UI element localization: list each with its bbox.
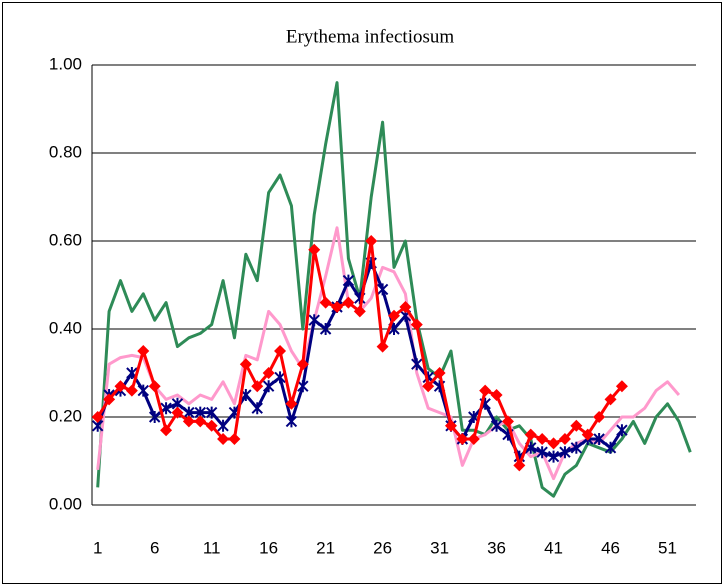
point-marker — [217, 419, 229, 432]
point-marker — [217, 433, 230, 445]
x-tick-label: 41 — [544, 538, 563, 557]
y-tick-label: 0.40 — [49, 318, 82, 337]
point-marker — [103, 393, 116, 406]
point-marker — [205, 406, 218, 419]
point-marker — [285, 397, 298, 410]
point-marker — [171, 406, 184, 419]
point-marker — [285, 415, 298, 428]
x-tick-label: 46 — [601, 538, 620, 557]
point-marker — [581, 428, 594, 441]
point-marker — [365, 235, 378, 247]
point-marker — [536, 446, 548, 459]
point-marker — [433, 367, 446, 379]
point-marker — [331, 301, 344, 313]
point-marker — [308, 314, 320, 327]
point-marker — [490, 419, 503, 432]
point-marker — [536, 433, 549, 445]
x-tick-label: 36 — [487, 538, 506, 557]
y-tick-label: 0.60 — [49, 230, 82, 249]
point-marker — [137, 384, 149, 397]
point-marker — [524, 428, 537, 441]
point-marker — [547, 437, 560, 450]
point-marker — [125, 384, 138, 397]
point-marker — [239, 358, 252, 371]
point-marker — [604, 441, 617, 454]
point-marker — [205, 419, 218, 432]
point-marker — [376, 283, 389, 296]
x-tick-label: 31 — [430, 538, 449, 557]
point-marker — [262, 367, 275, 379]
point-marker — [444, 419, 457, 432]
point-marker — [296, 358, 309, 371]
point-marker — [274, 371, 286, 384]
x-tick-label: 21 — [316, 538, 335, 557]
point-marker — [467, 433, 480, 445]
point-marker — [547, 450, 560, 463]
x-tick-label: 26 — [373, 538, 392, 557]
y-tick-label: 0.80 — [49, 142, 82, 161]
x-tick-label: 51 — [658, 538, 677, 557]
point-marker — [593, 411, 606, 423]
point-marker — [194, 415, 207, 428]
point-marker — [297, 380, 309, 393]
point-marker — [251, 402, 263, 415]
point-marker — [148, 411, 161, 423]
point-marker — [137, 345, 150, 357]
point-marker — [319, 296, 332, 309]
point-marker — [160, 424, 173, 437]
point-marker — [251, 380, 264, 393]
x-tick-label: 1 — [93, 538, 102, 557]
point-marker — [604, 393, 617, 406]
point-marker — [558, 433, 571, 445]
point-marker — [182, 415, 195, 428]
point-marker — [148, 380, 161, 393]
series-line — [96, 81, 692, 498]
point-marker — [91, 411, 104, 423]
point-marker — [513, 459, 526, 472]
point-marker — [114, 380, 127, 393]
point-marker — [422, 380, 435, 393]
point-marker — [399, 301, 412, 313]
point-marker — [376, 340, 389, 353]
point-marker — [353, 305, 366, 318]
point-marker — [274, 345, 287, 357]
point-marker — [411, 358, 423, 371]
point-marker — [559, 446, 571, 459]
point-marker — [262, 380, 275, 393]
point-marker — [342, 296, 355, 309]
point-marker — [570, 419, 583, 432]
x-tick-label: 11 — [203, 538, 221, 557]
point-marker — [388, 309, 400, 322]
y-tick-label: 1.00 — [49, 54, 82, 73]
y-tick-label: 0.00 — [49, 494, 82, 513]
point-marker — [479, 384, 492, 397]
point-marker — [593, 433, 605, 445]
point-marker — [616, 424, 628, 437]
y-tick-label: 0.20 — [49, 406, 82, 425]
point-marker — [342, 274, 355, 287]
point-marker — [410, 318, 423, 331]
x-tick-label: 16 — [259, 538, 278, 557]
series-line — [96, 226, 681, 481]
point-marker — [319, 323, 332, 335]
chart-title: Erythema infectiosum — [286, 26, 455, 47]
point-marker — [456, 433, 469, 445]
point-marker — [615, 380, 628, 393]
x-tick-label: 6 — [150, 538, 159, 557]
point-marker — [490, 389, 503, 401]
point-marker — [228, 433, 241, 445]
point-marker — [570, 441, 583, 454]
point-marker — [501, 415, 514, 428]
point-marker — [308, 243, 321, 256]
